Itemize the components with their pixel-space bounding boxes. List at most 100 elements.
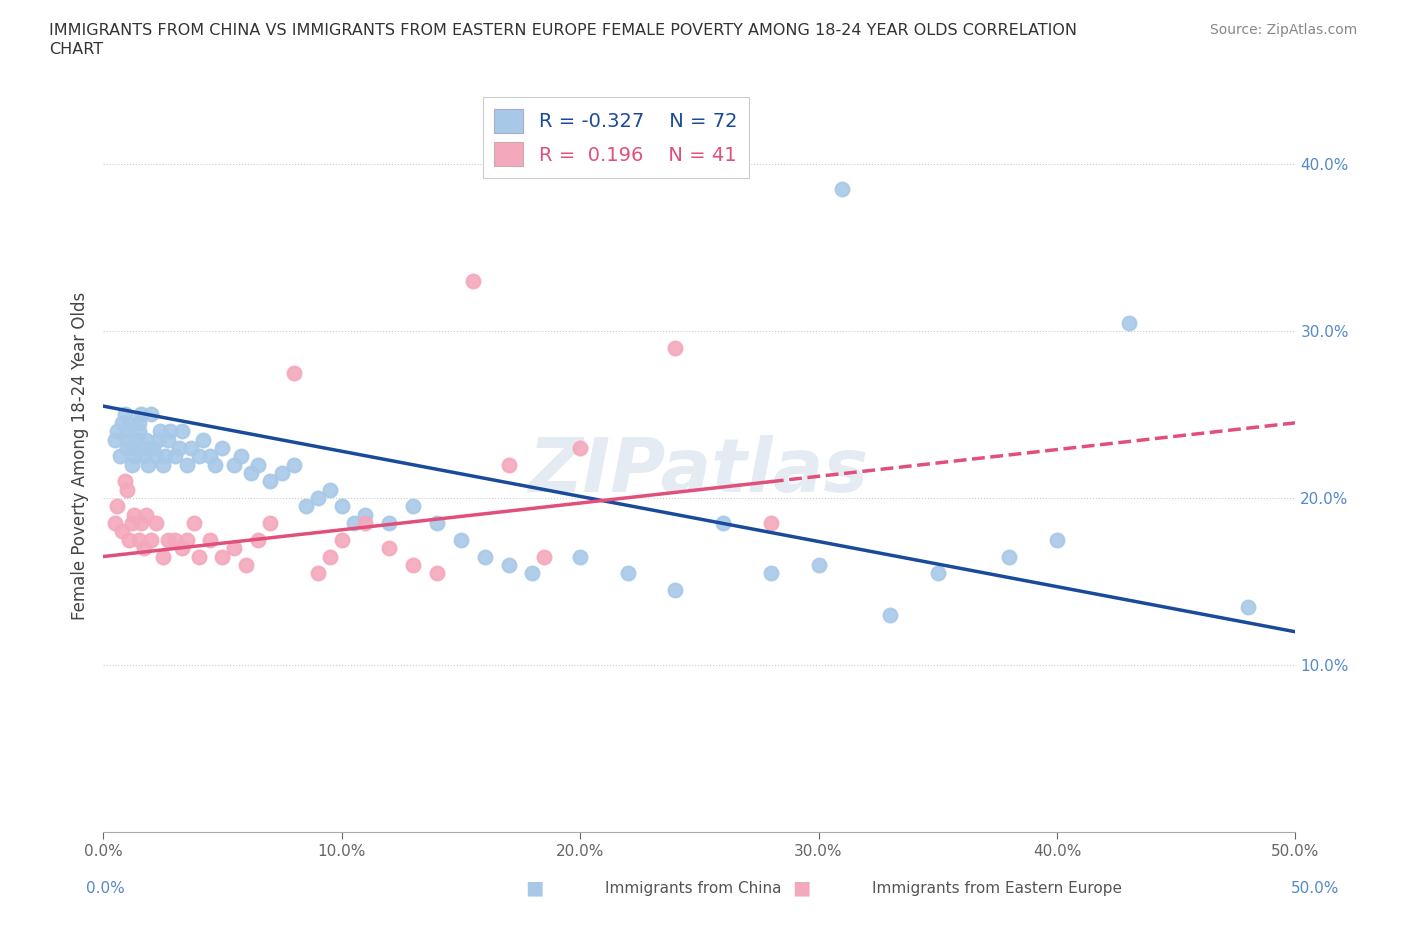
Point — [235, 557, 257, 572]
Point — [163, 532, 186, 547]
Point — [115, 441, 138, 456]
Point — [187, 549, 209, 564]
Point — [176, 532, 198, 547]
Point — [200, 449, 222, 464]
Point — [115, 424, 138, 439]
Point — [122, 449, 145, 464]
Text: Immigrants from Eastern Europe: Immigrants from Eastern Europe — [872, 881, 1122, 896]
Point — [153, 449, 176, 464]
Point — [807, 557, 830, 572]
Point — [211, 549, 233, 564]
Point — [259, 474, 281, 489]
Point — [107, 499, 129, 514]
Point — [122, 441, 145, 456]
Point — [247, 458, 270, 472]
Point — [121, 458, 143, 472]
Point — [295, 499, 318, 514]
Point — [426, 515, 449, 530]
Point — [461, 273, 484, 288]
Point — [118, 532, 141, 547]
Point — [145, 515, 167, 530]
Point — [533, 549, 555, 564]
Point — [114, 474, 136, 489]
Point — [156, 432, 179, 447]
Point — [139, 532, 162, 547]
Point — [211, 441, 233, 456]
Point — [522, 565, 544, 580]
Point — [128, 424, 150, 439]
Point — [569, 441, 592, 456]
Text: Immigrants from China: Immigrants from China — [605, 881, 782, 896]
Point — [132, 540, 155, 555]
Text: ■: ■ — [524, 879, 544, 897]
Point — [114, 407, 136, 422]
Point — [240, 466, 263, 481]
Point — [125, 432, 148, 447]
Point — [402, 557, 425, 572]
Point — [193, 432, 215, 447]
Text: ZIPatlas: ZIPatlas — [529, 435, 869, 508]
Y-axis label: Female Poverty Among 18-24 Year Olds: Female Poverty Among 18-24 Year Olds — [72, 292, 89, 620]
Point — [450, 532, 472, 547]
Point — [128, 532, 150, 547]
Point — [224, 458, 246, 472]
Point — [104, 432, 127, 447]
Point — [118, 416, 141, 431]
Point — [1046, 532, 1069, 547]
Point — [104, 515, 127, 530]
Point — [111, 524, 134, 538]
Point — [1118, 315, 1140, 330]
Point — [831, 181, 853, 196]
Point — [330, 532, 353, 547]
Point — [307, 491, 329, 506]
Point — [176, 458, 198, 472]
Point — [616, 565, 638, 580]
Point — [128, 416, 150, 431]
Text: ■: ■ — [792, 879, 811, 897]
Point — [169, 441, 191, 456]
Point — [354, 515, 377, 530]
Point — [498, 458, 520, 472]
Point — [200, 532, 222, 547]
Point — [129, 515, 152, 530]
Point — [998, 549, 1021, 564]
Point — [307, 565, 329, 580]
Point — [283, 458, 305, 472]
Point — [156, 532, 179, 547]
Point — [426, 565, 449, 580]
Point — [342, 515, 364, 530]
Point — [378, 515, 401, 530]
Point — [115, 483, 138, 498]
Text: CHART: CHART — [49, 42, 103, 57]
Point — [259, 515, 281, 530]
Point — [163, 449, 186, 464]
Point — [354, 508, 377, 523]
Point — [271, 466, 294, 481]
Point — [664, 582, 686, 597]
Point — [149, 424, 172, 439]
Point — [759, 565, 782, 580]
Point — [145, 449, 167, 464]
Point — [378, 540, 401, 555]
Point — [129, 407, 152, 422]
Point — [138, 458, 160, 472]
Point — [135, 432, 157, 447]
Point — [224, 540, 246, 555]
Point — [115, 432, 138, 447]
Point — [142, 441, 165, 456]
Point — [108, 449, 131, 464]
Point — [180, 441, 202, 456]
Point — [498, 557, 520, 572]
Point — [879, 607, 901, 622]
Point — [170, 424, 193, 439]
Point — [152, 458, 174, 472]
Text: Source: ZipAtlas.com: Source: ZipAtlas.com — [1209, 23, 1357, 37]
Point — [402, 499, 425, 514]
Point — [146, 432, 169, 447]
Point — [122, 508, 145, 523]
Point — [204, 458, 226, 472]
Point — [474, 549, 496, 564]
Point — [135, 508, 157, 523]
Point — [183, 515, 205, 530]
Point — [187, 449, 209, 464]
